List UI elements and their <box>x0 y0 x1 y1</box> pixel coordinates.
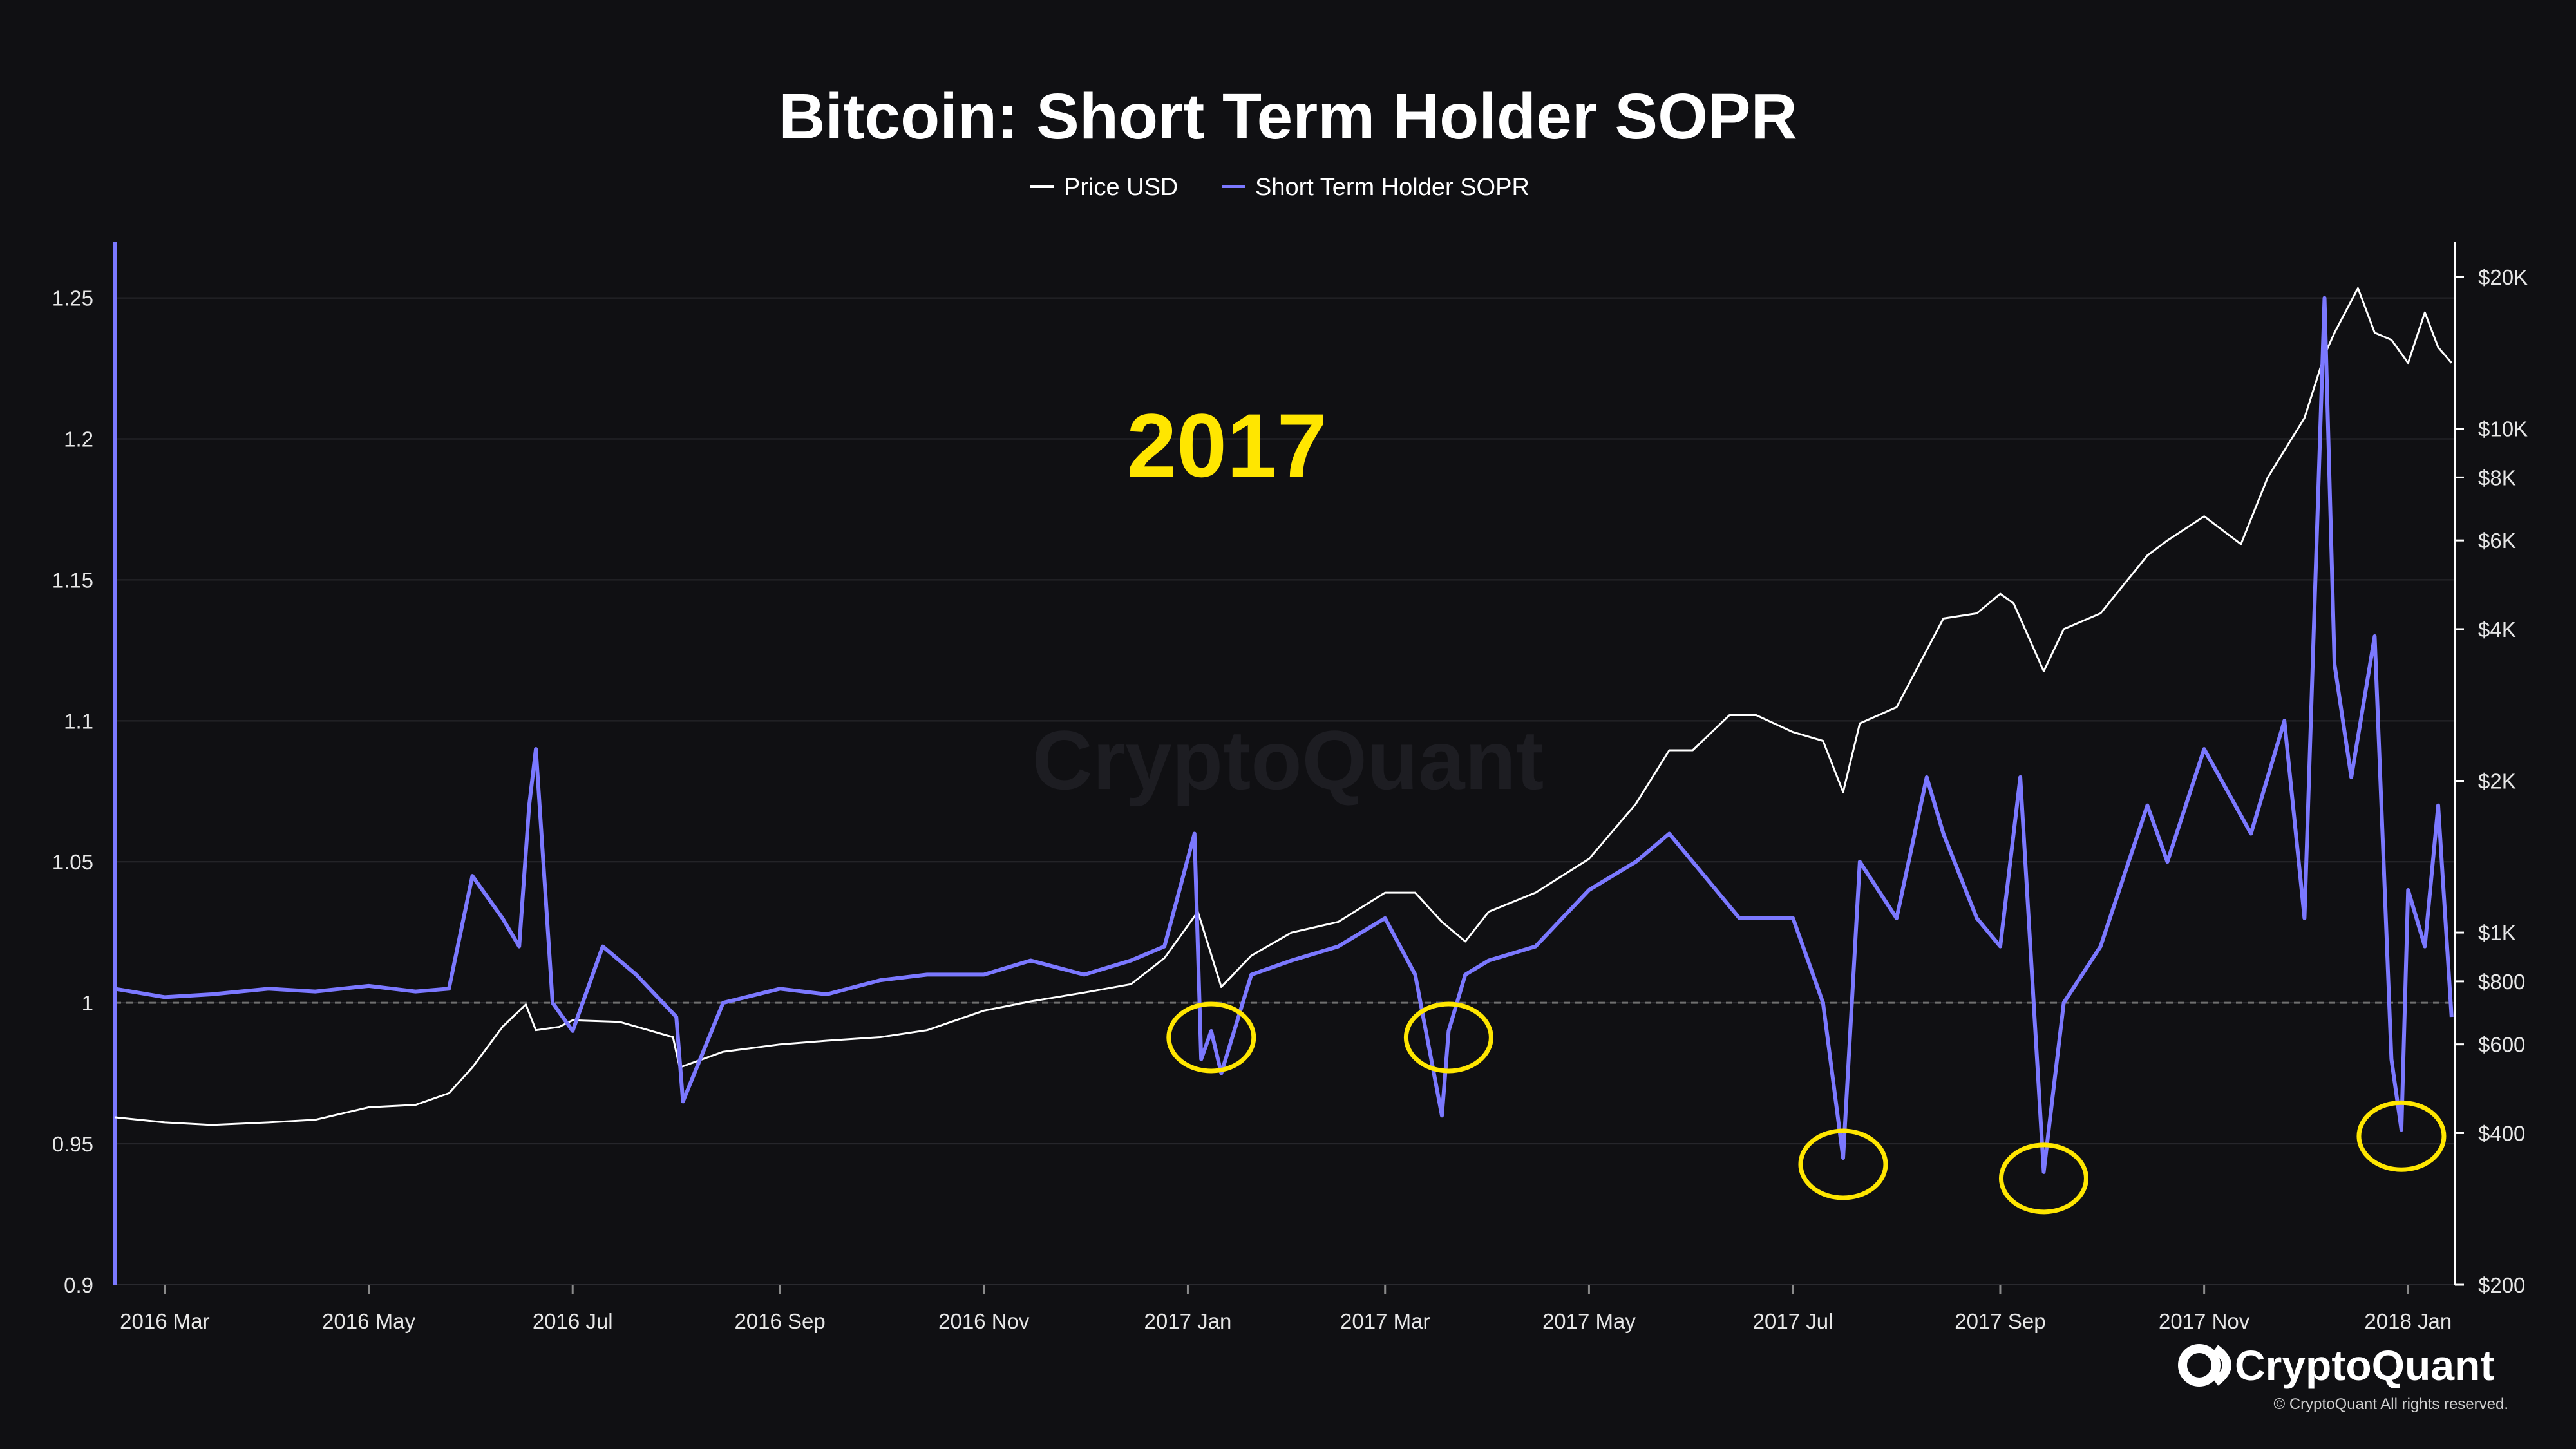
x-tick-label: 2016 May <box>322 1309 415 1333</box>
x-tick-label: 2016 Mar <box>120 1309 209 1333</box>
dip-highlight-circle <box>2356 1100 2447 1172</box>
x-tick-label: 2016 Sep <box>734 1309 825 1333</box>
legend-price-label[interactable]: Price USD <box>1064 174 1178 201</box>
brand-name: CryptoQuant <box>2235 1341 2494 1389</box>
dip-highlight-circle <box>1403 1001 1493 1074</box>
brand-logo-icon <box>2178 1344 2221 1387</box>
y-left-tick-label: 1 <box>82 991 93 1015</box>
x-tick-label: 2017 Mar <box>1340 1309 1430 1333</box>
y-right-tick-label: $1K <box>2478 921 2516 945</box>
legend: Price USD Short Term Holder SOPR <box>1030 174 1530 201</box>
y-right-tick-label: $200 <box>2478 1273 2525 1297</box>
series-sopr-line[interactable] <box>114 296 2454 1174</box>
y-left-tick-label: 0.9 <box>64 1273 93 1297</box>
watermark: CryptoQuant <box>1032 713 1544 807</box>
y-right-tick-label: $800 <box>2478 970 2525 994</box>
dip-highlight-circle <box>1166 1001 1256 1074</box>
y-axis-left: 0.9 0.95 1 1.05 1.1 1.15 1.2 1.25 <box>52 287 93 1297</box>
x-tick-label: 2017 May <box>1542 1309 1636 1333</box>
brand-logo-mark-icon <box>2212 1345 2231 1386</box>
x-tick-label: 2017 Sep <box>1955 1309 2045 1333</box>
y-right-tick-label: $400 <box>2478 1121 2525 1145</box>
y-left-tick-label: 1.25 <box>52 287 93 310</box>
y-axis-right: $200 $400 $600 $800 $1K $2K $4K $6K $8K $10K $20K <box>2455 265 2528 1297</box>
y-left-tick-label: 1.1 <box>64 709 93 733</box>
dip-highlight-circle <box>1798 1128 1888 1200</box>
y-right-tick-label: $600 <box>2478 1033 2525 1057</box>
x-tick-label: 2018 Jan <box>2364 1309 2452 1333</box>
legend-sopr-label[interactable]: Short Term Holder SOPR <box>1255 174 1530 201</box>
chart-title: Bitcoin: Short Term Holder SOPR <box>779 80 1797 153</box>
series-price-line[interactable] <box>114 287 2452 1126</box>
brand-logo: CryptoQuant <box>2178 1341 2494 1389</box>
x-axis: 2016 Mar 2016 May 2016 Jul 2016 Sep 2016 Nov… <box>120 1285 2452 1333</box>
x-tick-label: 2017 Jul <box>1753 1309 1833 1333</box>
x-tick-label: 2017 Jan <box>1144 1309 1232 1333</box>
x-tick-label: 2017 Nov <box>2159 1309 2250 1333</box>
y-left-tick-label: 1.15 <box>52 568 93 592</box>
copyright: © CryptoQuant All rights reserved. <box>2274 1396 2509 1413</box>
annotation-2017: 2017 <box>1126 395 1327 496</box>
y-right-tick-label: $2K <box>2478 770 2516 793</box>
y-right-tick-label: $6K <box>2478 529 2516 553</box>
y-left-tick-label: 1.2 <box>64 427 93 451</box>
y-left-tick-label: 0.95 <box>52 1132 93 1156</box>
y-left-tick-label: 1.05 <box>52 850 93 874</box>
x-tick-label: 2016 Jul <box>533 1309 613 1333</box>
x-tick-label: 2016 Nov <box>938 1309 1030 1333</box>
grid <box>115 297 2455 1285</box>
dip-highlight-circle <box>1998 1142 2088 1215</box>
y-right-tick-label: $10K <box>2478 417 2528 441</box>
y-right-tick-label: $4K <box>2478 618 2516 641</box>
y-right-tick-label: $20K <box>2478 265 2528 289</box>
highlighted-dips <box>1166 1001 2447 1215</box>
y-right-tick-label: $8K <box>2478 466 2516 489</box>
